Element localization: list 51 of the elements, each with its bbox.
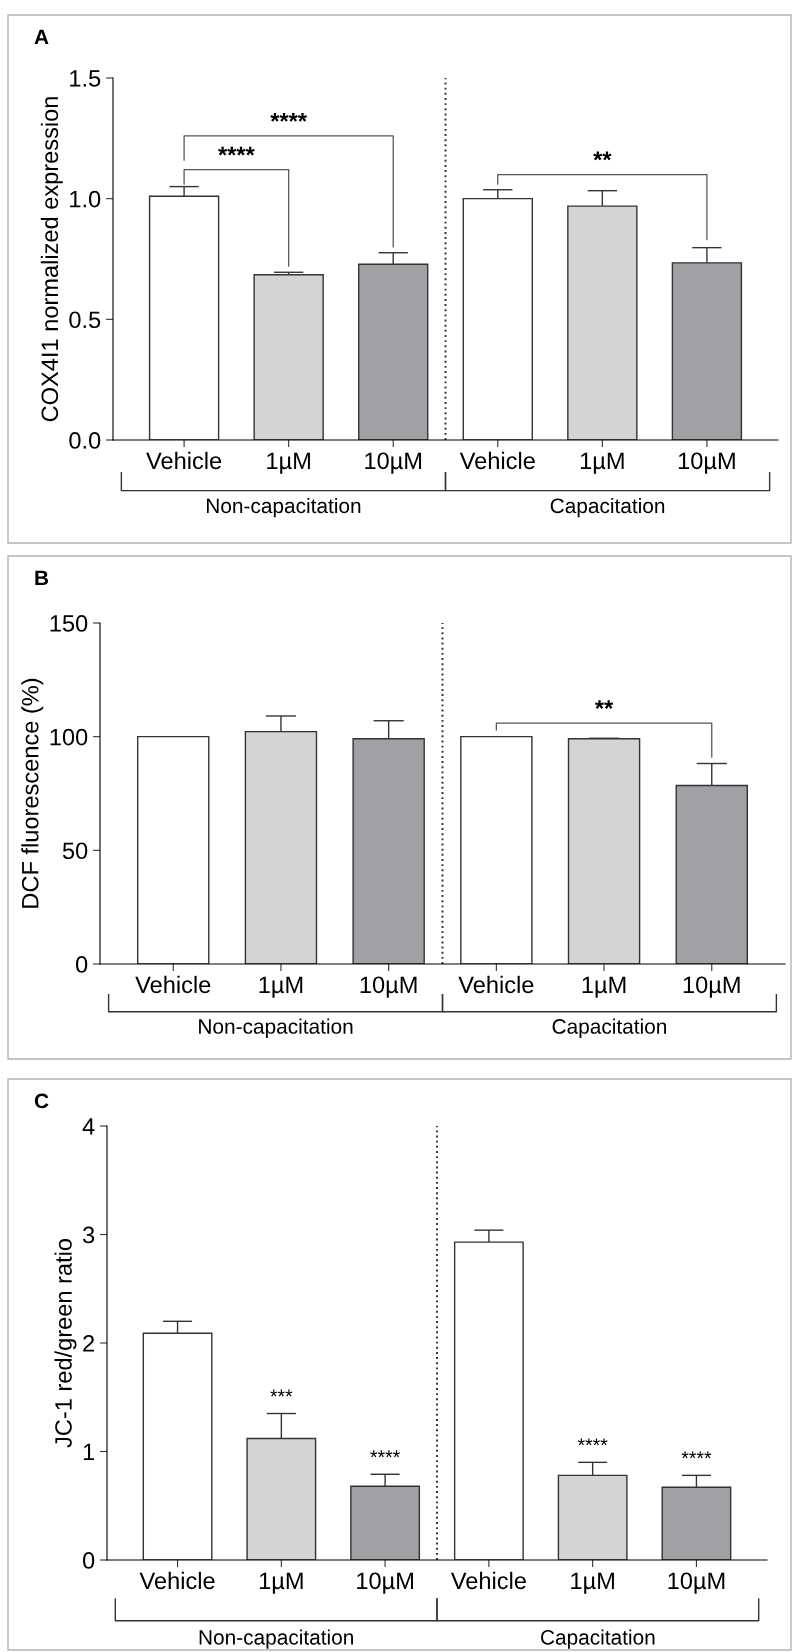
y-tick-label: 100: [50, 728, 88, 746]
text: Capacitation: [541, 1629, 655, 1649]
text: Non-capacitation: [206, 497, 361, 518]
x-tick-label: 1µM: [580, 452, 624, 474]
chart-title: A: [34, 29, 49, 45]
x-tick-label: Vehicle: [450, 1571, 526, 1590]
y-axis-title: DCF fluorescence (%): [21, 678, 44, 908]
annotation: **: [594, 700, 614, 709]
y-tick-label: 3: [82, 1226, 95, 1244]
x-tick-label: 10µM: [668, 1572, 725, 1594]
y-tick-label: 0: [82, 1552, 95, 1569]
annotation: ****: [218, 146, 255, 156]
text: Non-capacitation: [199, 1629, 353, 1649]
chart-title: C: [34, 1093, 49, 1109]
y-tick-label: 4: [82, 1118, 95, 1135]
x-tick-label: 10µM: [365, 452, 422, 474]
y-tick-label: 1.0: [70, 190, 101, 208]
y-tick-label: 0: [75, 956, 88, 973]
data-label: ****: [577, 1438, 608, 1446]
annotation: **: [593, 151, 612, 161]
text: Capacitation: [552, 1018, 666, 1038]
y-tick-label: 150: [50, 615, 88, 632]
x-tick-label: Vehicle: [139, 1571, 215, 1590]
x-tick-label: 1µM: [267, 452, 310, 474]
data-label: ***: [270, 1389, 293, 1397]
y-tick-label: 0.0: [69, 432, 101, 449]
data-label: ****: [370, 1450, 400, 1458]
x-tick-label: 1µM: [582, 976, 626, 998]
data-label: ****: [681, 1451, 712, 1459]
y-tick-label: 1: [83, 1443, 95, 1461]
x-tick-label: Vehicle: [458, 975, 534, 994]
y-tick-label: 0.5: [69, 311, 101, 329]
y-tick-label: 50: [62, 842, 88, 860]
y-axis-title: COX4I1 normalized expression: [40, 97, 63, 422]
x-tick-label: 10µM: [683, 976, 740, 998]
y-tick-label: 2: [83, 1335, 95, 1352]
text: Capacitation: [550, 497, 665, 518]
x-tick-label: Vehicle: [459, 451, 535, 470]
x-tick-label: Vehicle: [135, 975, 211, 994]
x-tick-label: 1µM: [259, 1572, 303, 1594]
x-tick-label: 10µM: [360, 976, 417, 998]
x-tick-label: 1µM: [571, 1572, 614, 1594]
annotation: ****: [270, 112, 308, 122]
chart-title: B: [35, 570, 49, 586]
x-tick-label: 1µM: [259, 976, 303, 998]
x-tick-label: 10µM: [678, 452, 735, 474]
y-tick-label: 1.5: [70, 70, 101, 87]
x-tick-label: Vehicle: [146, 451, 222, 470]
text: Non-capacitation: [199, 1018, 353, 1038]
x-tick-label: 10µM: [357, 1572, 413, 1594]
y-axis-title: JC-1 red/green ratio: [54, 1238, 77, 1448]
